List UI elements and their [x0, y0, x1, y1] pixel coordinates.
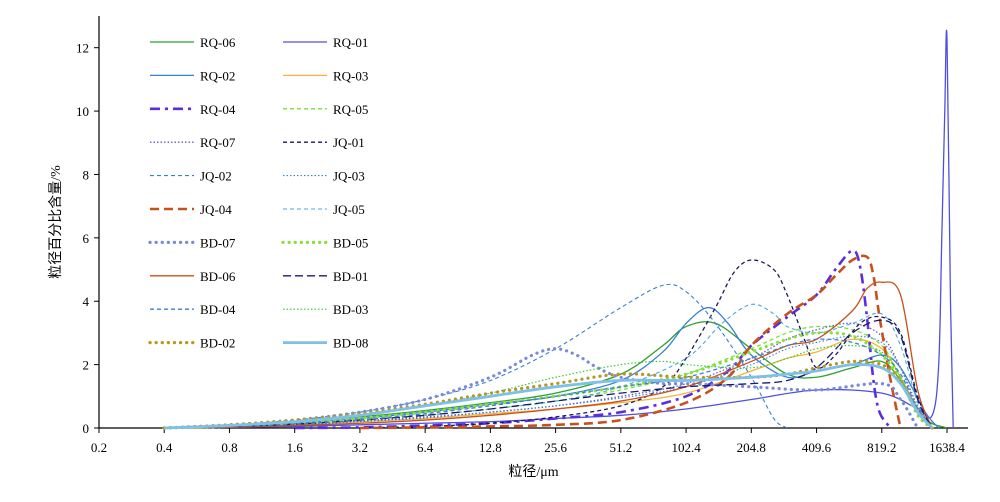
x-tick-label: 0.4 — [156, 440, 173, 455]
legend-label-bd-04: BD-04 — [200, 302, 236, 317]
legend-label-jq-05: JQ-05 — [333, 202, 365, 217]
y-tick-label: 2 — [83, 358, 90, 373]
legend-label-rq-04: RQ-04 — [200, 102, 236, 117]
series-line-bd-02 — [162, 359, 934, 430]
legend-label-bd-01: BD-01 — [333, 269, 368, 284]
legend-label-jq-04: JQ-04 — [200, 202, 232, 217]
legend-label-jq-03: JQ-03 — [333, 169, 365, 184]
legend-label-rq-05: RQ-05 — [333, 102, 368, 117]
legend-label-bd-05: BD-05 — [333, 235, 368, 250]
y-tick-label: 10 — [76, 104, 89, 119]
y-tick-label: 0 — [83, 421, 90, 436]
series-line-bd-01 — [164, 319, 933, 429]
legend-label-bd-03: BD-03 — [333, 302, 368, 317]
series-line-rq-01 — [164, 29, 954, 429]
x-tick-label: 51.2 — [609, 440, 632, 455]
x-tick-label: 12.8 — [479, 440, 502, 455]
series-line-bd-05 — [162, 331, 934, 430]
legend-label-bd-08: BD-08 — [333, 336, 368, 351]
y-tick-label: 12 — [76, 41, 89, 56]
legend-label-bd-02: BD-02 — [200, 336, 235, 351]
legend-label-bd-06: BD-06 — [200, 269, 236, 284]
legend-label-rq-06: RQ-06 — [200, 35, 236, 50]
series-line-bd-08 — [164, 363, 934, 430]
series-line-jq-01 — [359, 259, 933, 429]
x-tick-label: 819.2 — [867, 440, 896, 455]
y-tick-label: 8 — [83, 167, 90, 182]
series-line-jq-02 — [164, 283, 788, 429]
x-tick-label: 6.4 — [417, 440, 434, 455]
x-tick-label: 25.6 — [544, 440, 567, 455]
y-axis-title: 粒径百分比含量/% — [48, 165, 64, 279]
legend-label-bd-07: BD-07 — [200, 235, 236, 250]
legend-label-jq-02: JQ-02 — [200, 169, 232, 184]
series-layer — [162, 29, 954, 430]
axes-layer: 0.2 0.4 0.8 1.6 3.2 6.4 12.8 25.6 51.2 102.4 204.8… — [76, 16, 968, 455]
legend-label-rq-02: RQ-02 — [200, 68, 235, 83]
x-tick-label: 1.6 — [287, 440, 304, 455]
y-tick-label: 4 — [83, 294, 90, 309]
series-line-jq-04 — [359, 254, 902, 430]
x-tick-label: 204.8 — [737, 440, 766, 455]
x-tick-label: 0.2 — [91, 440, 107, 455]
x-tick-label: 409.6 — [802, 440, 832, 455]
x-axis-title: 粒径/μm — [508, 464, 558, 480]
y-tick-label: 6 — [83, 231, 90, 246]
x-tick-label: 102.4 — [671, 440, 701, 455]
legend-label-rq-01: RQ-01 — [333, 35, 368, 50]
legend-label-rq-07: RQ-07 — [200, 135, 236, 150]
series-line-rq-06 — [164, 321, 948, 429]
x-tick-label: 3.2 — [352, 440, 368, 455]
legend-label-jq-01: JQ-01 — [333, 135, 365, 150]
x-tick-label: 0.8 — [221, 440, 237, 455]
series-line-rq-04 — [294, 249, 892, 430]
legend-label-rq-03: RQ-03 — [333, 68, 368, 83]
series-line-jq-03 — [164, 335, 933, 429]
x-tick-label: 1638.4 — [929, 440, 965, 455]
series-line-bd-06 — [164, 281, 933, 429]
legend: RQ-06 RQ-01 RQ-02 RQ-03 RQ-04 RQ-05 RQ-07 JQ-01… — [148, 35, 368, 351]
